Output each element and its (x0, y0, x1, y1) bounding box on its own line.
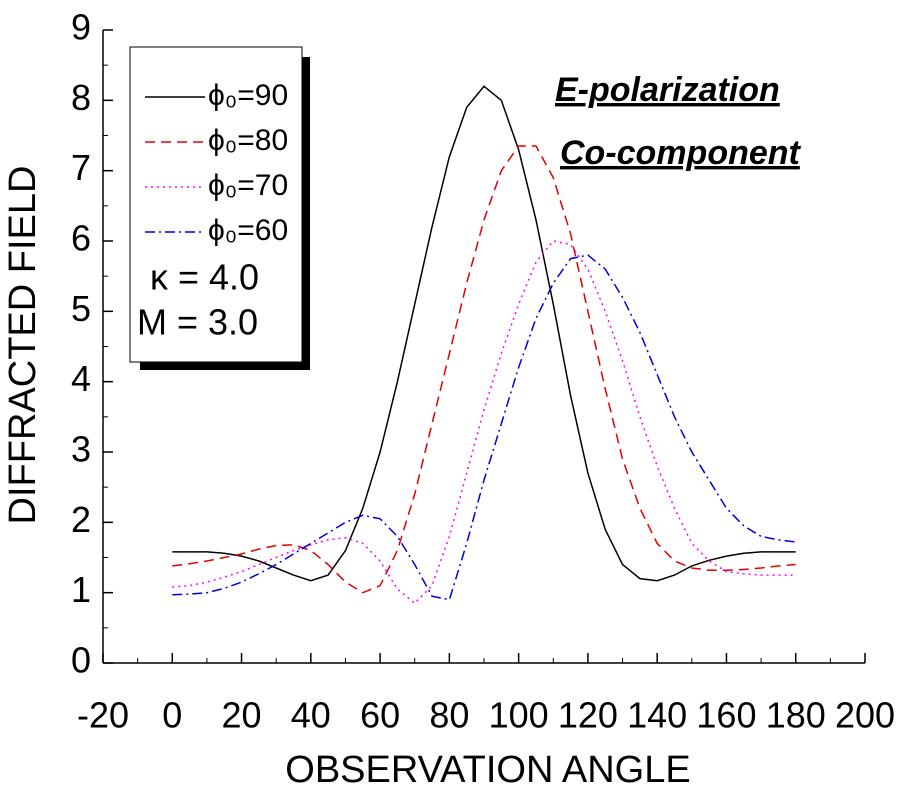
annotation: M = 3.0 (137, 302, 258, 343)
series-line (172, 240, 796, 605)
x-tick-label: 160 (696, 695, 756, 736)
x-tick-label: 180 (766, 695, 826, 736)
legend-label: ϕ₀=70 (208, 169, 288, 202)
legend-box (129, 46, 303, 363)
series-line (172, 145, 796, 594)
legend-label: ϕ₀=90 (208, 79, 288, 112)
y-axis-label: DIFFRACTED FIELD (2, 166, 44, 525)
y-tick-label: 0 (71, 640, 91, 681)
x-tick-label: 40 (291, 695, 331, 736)
x-tick-label: 80 (429, 695, 469, 736)
y-tick-label: 4 (71, 358, 91, 399)
y-tick-label: 3 (71, 429, 91, 470)
y-tick-label: 2 (71, 499, 91, 540)
legend-label: ϕ₀=80 (208, 124, 288, 157)
x-tick-label: 100 (489, 695, 549, 736)
y-tick-label: 9 (71, 7, 91, 48)
y-tick-label: 1 (71, 569, 91, 610)
series-line (172, 254, 796, 601)
legend-label: ϕ₀=60 (208, 214, 288, 247)
y-tick-label: 6 (71, 218, 91, 259)
x-tick-label: 200 (835, 695, 895, 736)
y-tick-label: 8 (71, 77, 91, 118)
x-tick-label: 120 (558, 695, 618, 736)
y-tick-label: 5 (71, 288, 91, 329)
annotation: E-polarization (555, 71, 780, 109)
x-tick-label: 20 (222, 695, 262, 736)
x-tick-label: 140 (627, 695, 687, 736)
x-tick-label: 60 (360, 695, 400, 736)
x-tick-label: -20 (77, 695, 129, 736)
x-axis-label: OBSERVATION ANGLE (285, 749, 690, 791)
annotation: Co-component (560, 134, 802, 172)
y-tick-label: 7 (71, 147, 91, 188)
series-line (172, 85, 796, 582)
x-tick-label: 0 (162, 695, 182, 736)
annotation: κ = 4.0 (150, 257, 259, 298)
